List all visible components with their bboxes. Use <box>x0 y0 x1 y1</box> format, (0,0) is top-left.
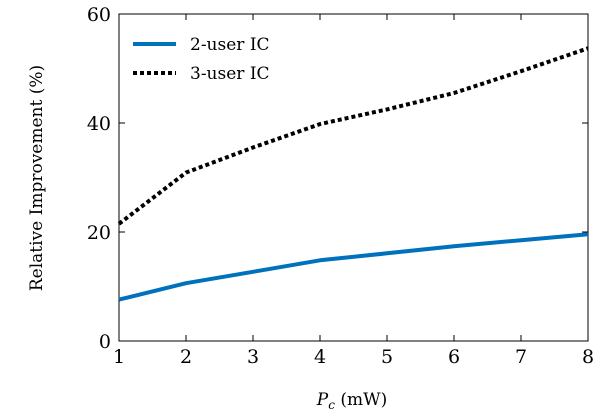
legend-label-3-user: 3-user IC <box>190 64 270 84</box>
x-axis-label-variable: P <box>316 390 329 410</box>
plot-frame <box>118 13 589 342</box>
y-tick-label: 60 <box>87 4 111 26</box>
legend: 2-user IC 3-user IC <box>133 35 270 84</box>
y-axis-label: Relative Improvement (%) <box>27 65 47 291</box>
y-tick-label: 20 <box>87 222 111 244</box>
series-line-3-user-ic <box>117 46 589 226</box>
x-tick-label: 7 <box>515 346 527 368</box>
x-tick-label: 2 <box>180 346 192 368</box>
series-lines <box>117 46 589 302</box>
x-axis-label-subscript: c <box>328 398 335 412</box>
x-axis-label-unit: (mW) <box>335 390 387 410</box>
y-tick-label: 0 <box>99 331 111 353</box>
x-tick-label: 4 <box>314 346 326 368</box>
x-tick-label: 3 <box>247 346 259 368</box>
axis-ticks: 1 2 3 4 5 6 7 8 0 20 40 60 <box>87 4 594 368</box>
x-tick-label: 6 <box>448 346 460 368</box>
legend-label-2-user: 2-user IC <box>190 35 270 55</box>
x-tick-label: 1 <box>113 346 125 368</box>
x-tick-label: 8 <box>582 346 594 368</box>
x-tick-label: 5 <box>381 346 393 368</box>
x-axis-label: Pc (mW) <box>316 390 387 412</box>
y-tick-label: 40 <box>87 113 111 135</box>
series-line-2-user-ic <box>118 232 589 302</box>
